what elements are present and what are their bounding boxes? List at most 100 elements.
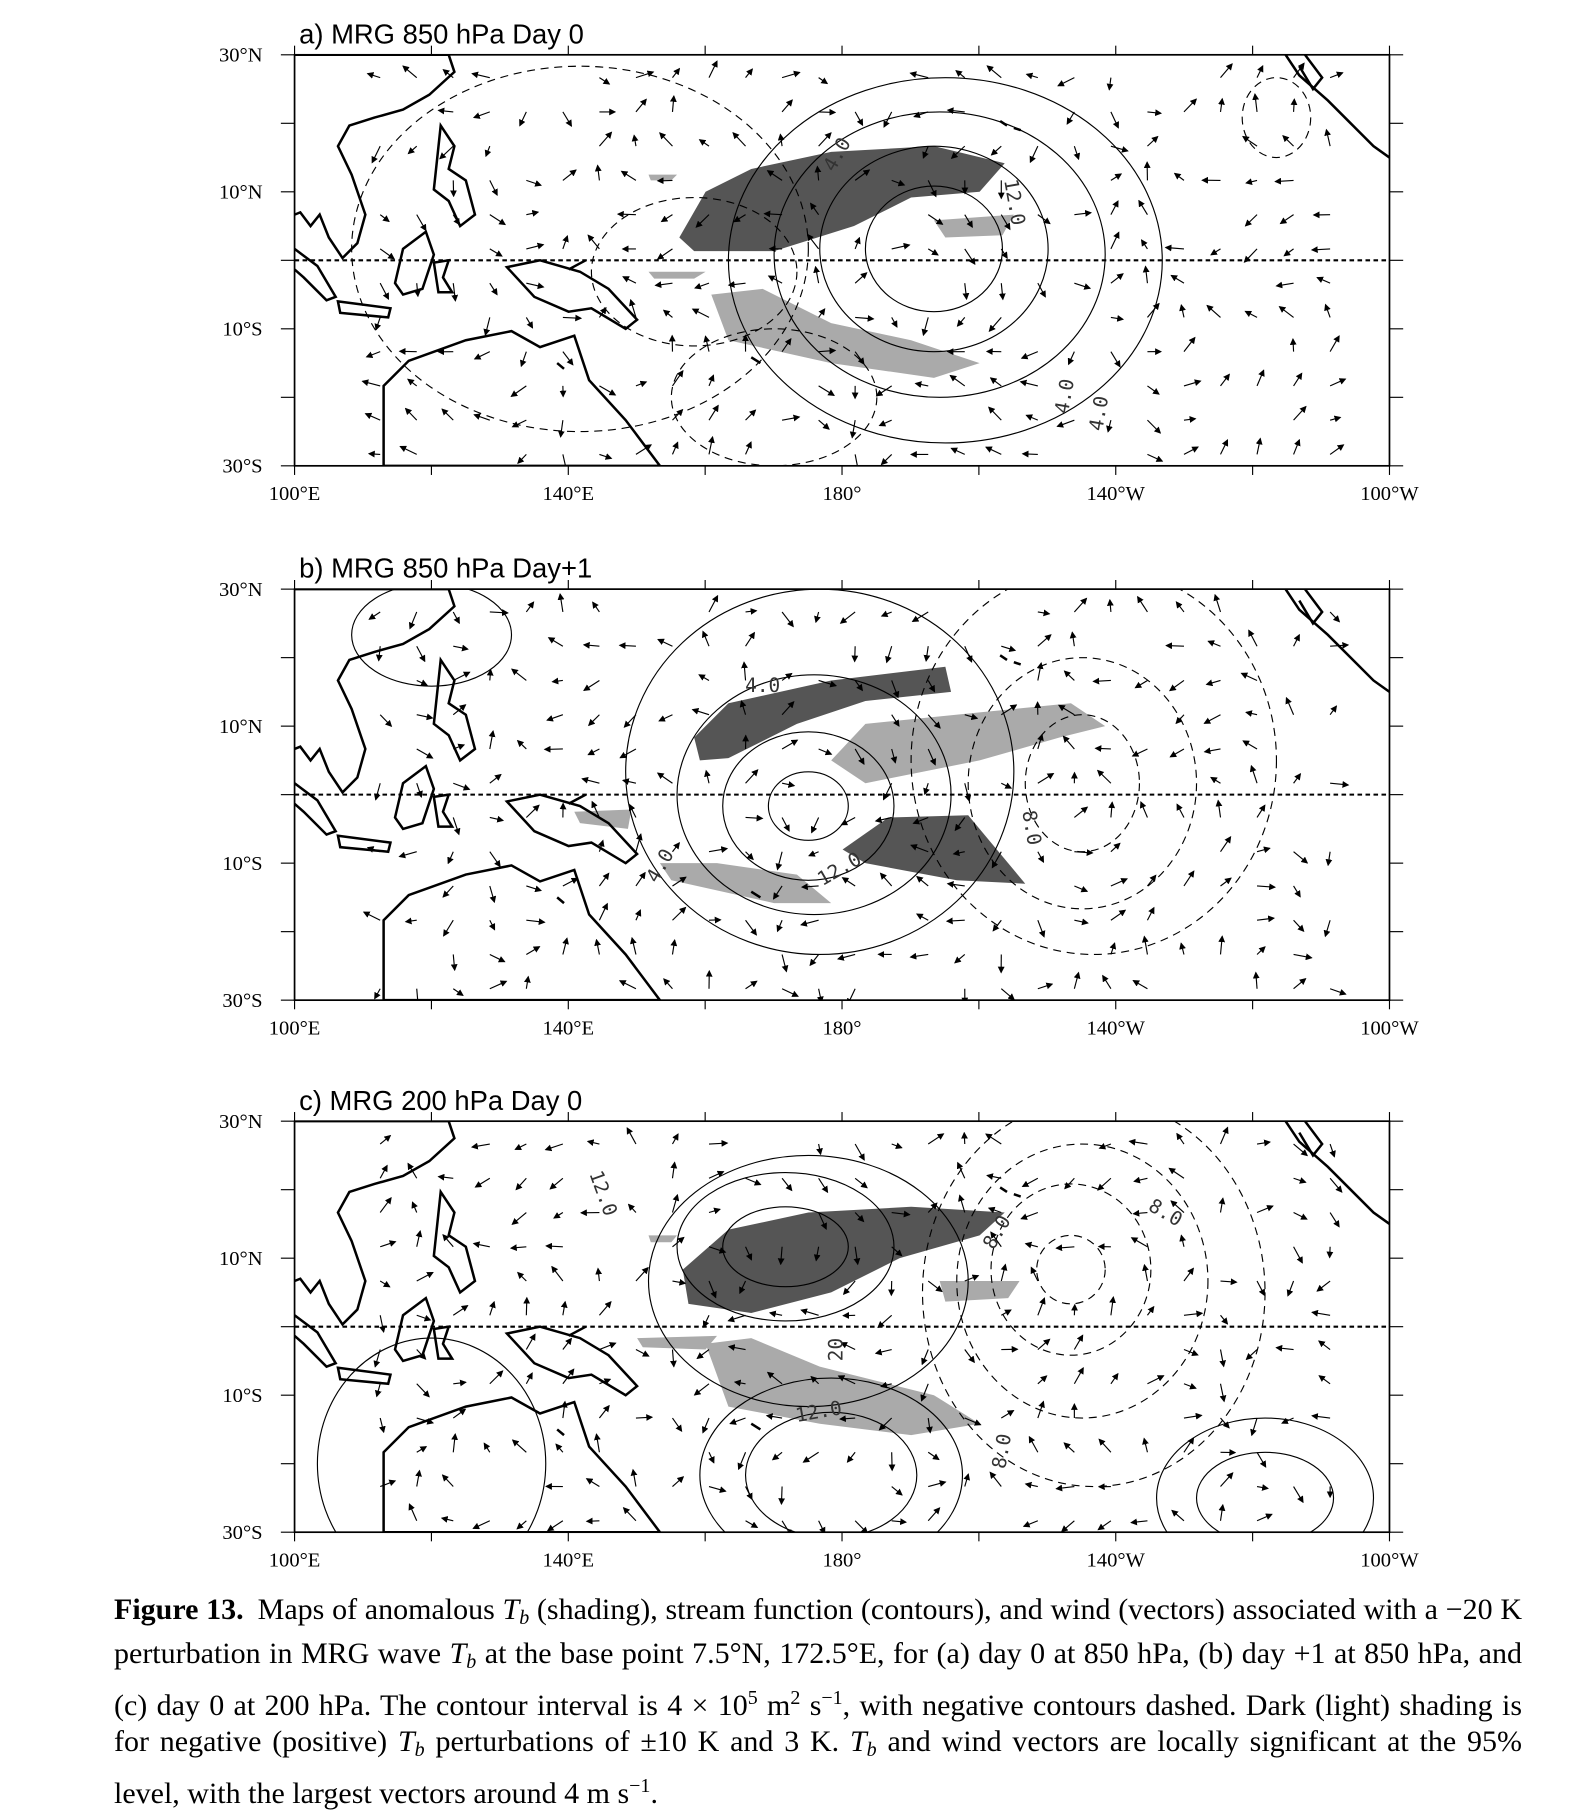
wind-vector <box>1064 1177 1075 1190</box>
wind-vector <box>635 833 643 852</box>
wind-vector <box>891 1518 908 1526</box>
wind-vector <box>854 748 865 765</box>
wind-vector <box>708 1485 727 1493</box>
wind-vector <box>1132 1209 1148 1217</box>
wind-vector <box>927 748 937 766</box>
wind-vector <box>621 778 637 785</box>
wind-vector <box>402 65 418 79</box>
wind-vector <box>946 107 965 115</box>
wind-vector <box>416 1446 428 1453</box>
lon-label: 140°E <box>542 1017 594 1039</box>
wind-vector <box>598 1404 610 1419</box>
wind-vector <box>915 913 929 921</box>
wind-vector <box>781 988 799 997</box>
wind-vector <box>672 1236 685 1248</box>
wind-vector <box>526 179 542 187</box>
wind-vector <box>657 638 673 647</box>
wind-vector <box>1220 1417 1230 1429</box>
wind-vector <box>698 139 710 147</box>
wind-vector <box>1293 885 1301 898</box>
dark-shading <box>842 815 1026 884</box>
wind-vector <box>1240 672 1258 681</box>
wind-vector <box>737 1452 747 1471</box>
wind-vector <box>516 1520 527 1530</box>
wind-vector <box>708 1170 725 1179</box>
wind-vector <box>626 1127 637 1145</box>
wind-vector <box>1037 282 1046 298</box>
wind-vector <box>1183 1437 1195 1453</box>
wind-vector <box>1244 310 1258 318</box>
wind-vector <box>914 381 929 388</box>
wind-vector <box>489 980 508 990</box>
wind-vector <box>1110 351 1121 368</box>
wind-vector <box>1109 1296 1116 1316</box>
wind-vector <box>1179 942 1186 955</box>
wind-vector <box>912 816 929 825</box>
wind-vector <box>954 954 966 964</box>
wind-vector <box>672 408 684 421</box>
wind-vector <box>629 803 637 818</box>
lon-label: 100°E <box>269 1549 321 1571</box>
wind-vector <box>656 772 673 784</box>
wind-vector <box>1183 1412 1203 1420</box>
wind-vector <box>1279 214 1294 225</box>
wind-vector <box>1066 111 1075 125</box>
wind-vector <box>818 679 838 688</box>
wind-vector <box>1055 1484 1075 1492</box>
wind-vector <box>1128 1138 1148 1146</box>
wind-vector <box>923 783 930 796</box>
wind-vector <box>598 131 613 147</box>
contour <box>956 1143 1209 1419</box>
map-panel: 12.08.0 8.02012.08.030°N10°N10°S30°S100°E… <box>219 1111 1419 1571</box>
wind-vector <box>1293 919 1305 933</box>
lat-label: 10°S <box>222 1385 262 1407</box>
wind-vector <box>954 817 966 832</box>
wind-vector <box>1109 942 1117 955</box>
wind-vector <box>745 814 764 822</box>
wind-vector <box>701 630 710 647</box>
caption-text: , with negative contours dashed. Dark (l… <box>114 1689 1522 1758</box>
wind-vector <box>1311 1309 1331 1317</box>
wind-vector <box>1132 980 1148 990</box>
wind-vector <box>526 885 542 893</box>
wind-vector <box>1092 677 1111 685</box>
wind-vector <box>987 1206 1002 1214</box>
wind-vector <box>745 68 754 78</box>
wind-vector <box>407 378 418 387</box>
wind-vector <box>471 71 490 79</box>
lat-label: 10°N <box>219 716 263 738</box>
wind-vector <box>1134 679 1148 689</box>
wind-vector <box>739 700 747 715</box>
wind-vector <box>1282 135 1294 147</box>
wind-vector <box>777 133 785 147</box>
wind-vector <box>562 314 583 322</box>
contour <box>910 589 1277 955</box>
wind-vector <box>672 1278 687 1286</box>
wind-vector <box>816 1143 823 1156</box>
wind-vector <box>1248 629 1258 647</box>
wind-vector <box>1063 1442 1075 1453</box>
wind-vector <box>962 283 970 301</box>
wind-vector <box>1293 372 1303 387</box>
wind-vector <box>1170 1200 1185 1213</box>
wind-vector <box>1329 71 1344 79</box>
wind-vector <box>488 919 496 931</box>
wind-vector <box>1293 773 1302 784</box>
wind-vector <box>1001 645 1017 653</box>
wind-vector <box>839 1415 856 1423</box>
wind-vector <box>595 1267 603 1282</box>
wind-vector <box>1210 776 1221 784</box>
wind-vector <box>921 1349 929 1366</box>
lon-label: 100°W <box>1360 1549 1419 1571</box>
wind-vector <box>509 1244 527 1252</box>
wind-vector <box>1293 1212 1308 1220</box>
wind-vector <box>766 170 783 181</box>
contour <box>676 1171 895 1322</box>
wind-vector <box>768 1310 783 1318</box>
wind-vector <box>587 748 600 756</box>
wind-vector <box>635 98 647 113</box>
wind-vector <box>927 1451 940 1461</box>
wind-vector <box>437 1173 454 1181</box>
wind-vector <box>854 1212 865 1223</box>
wind-vector <box>923 646 931 662</box>
